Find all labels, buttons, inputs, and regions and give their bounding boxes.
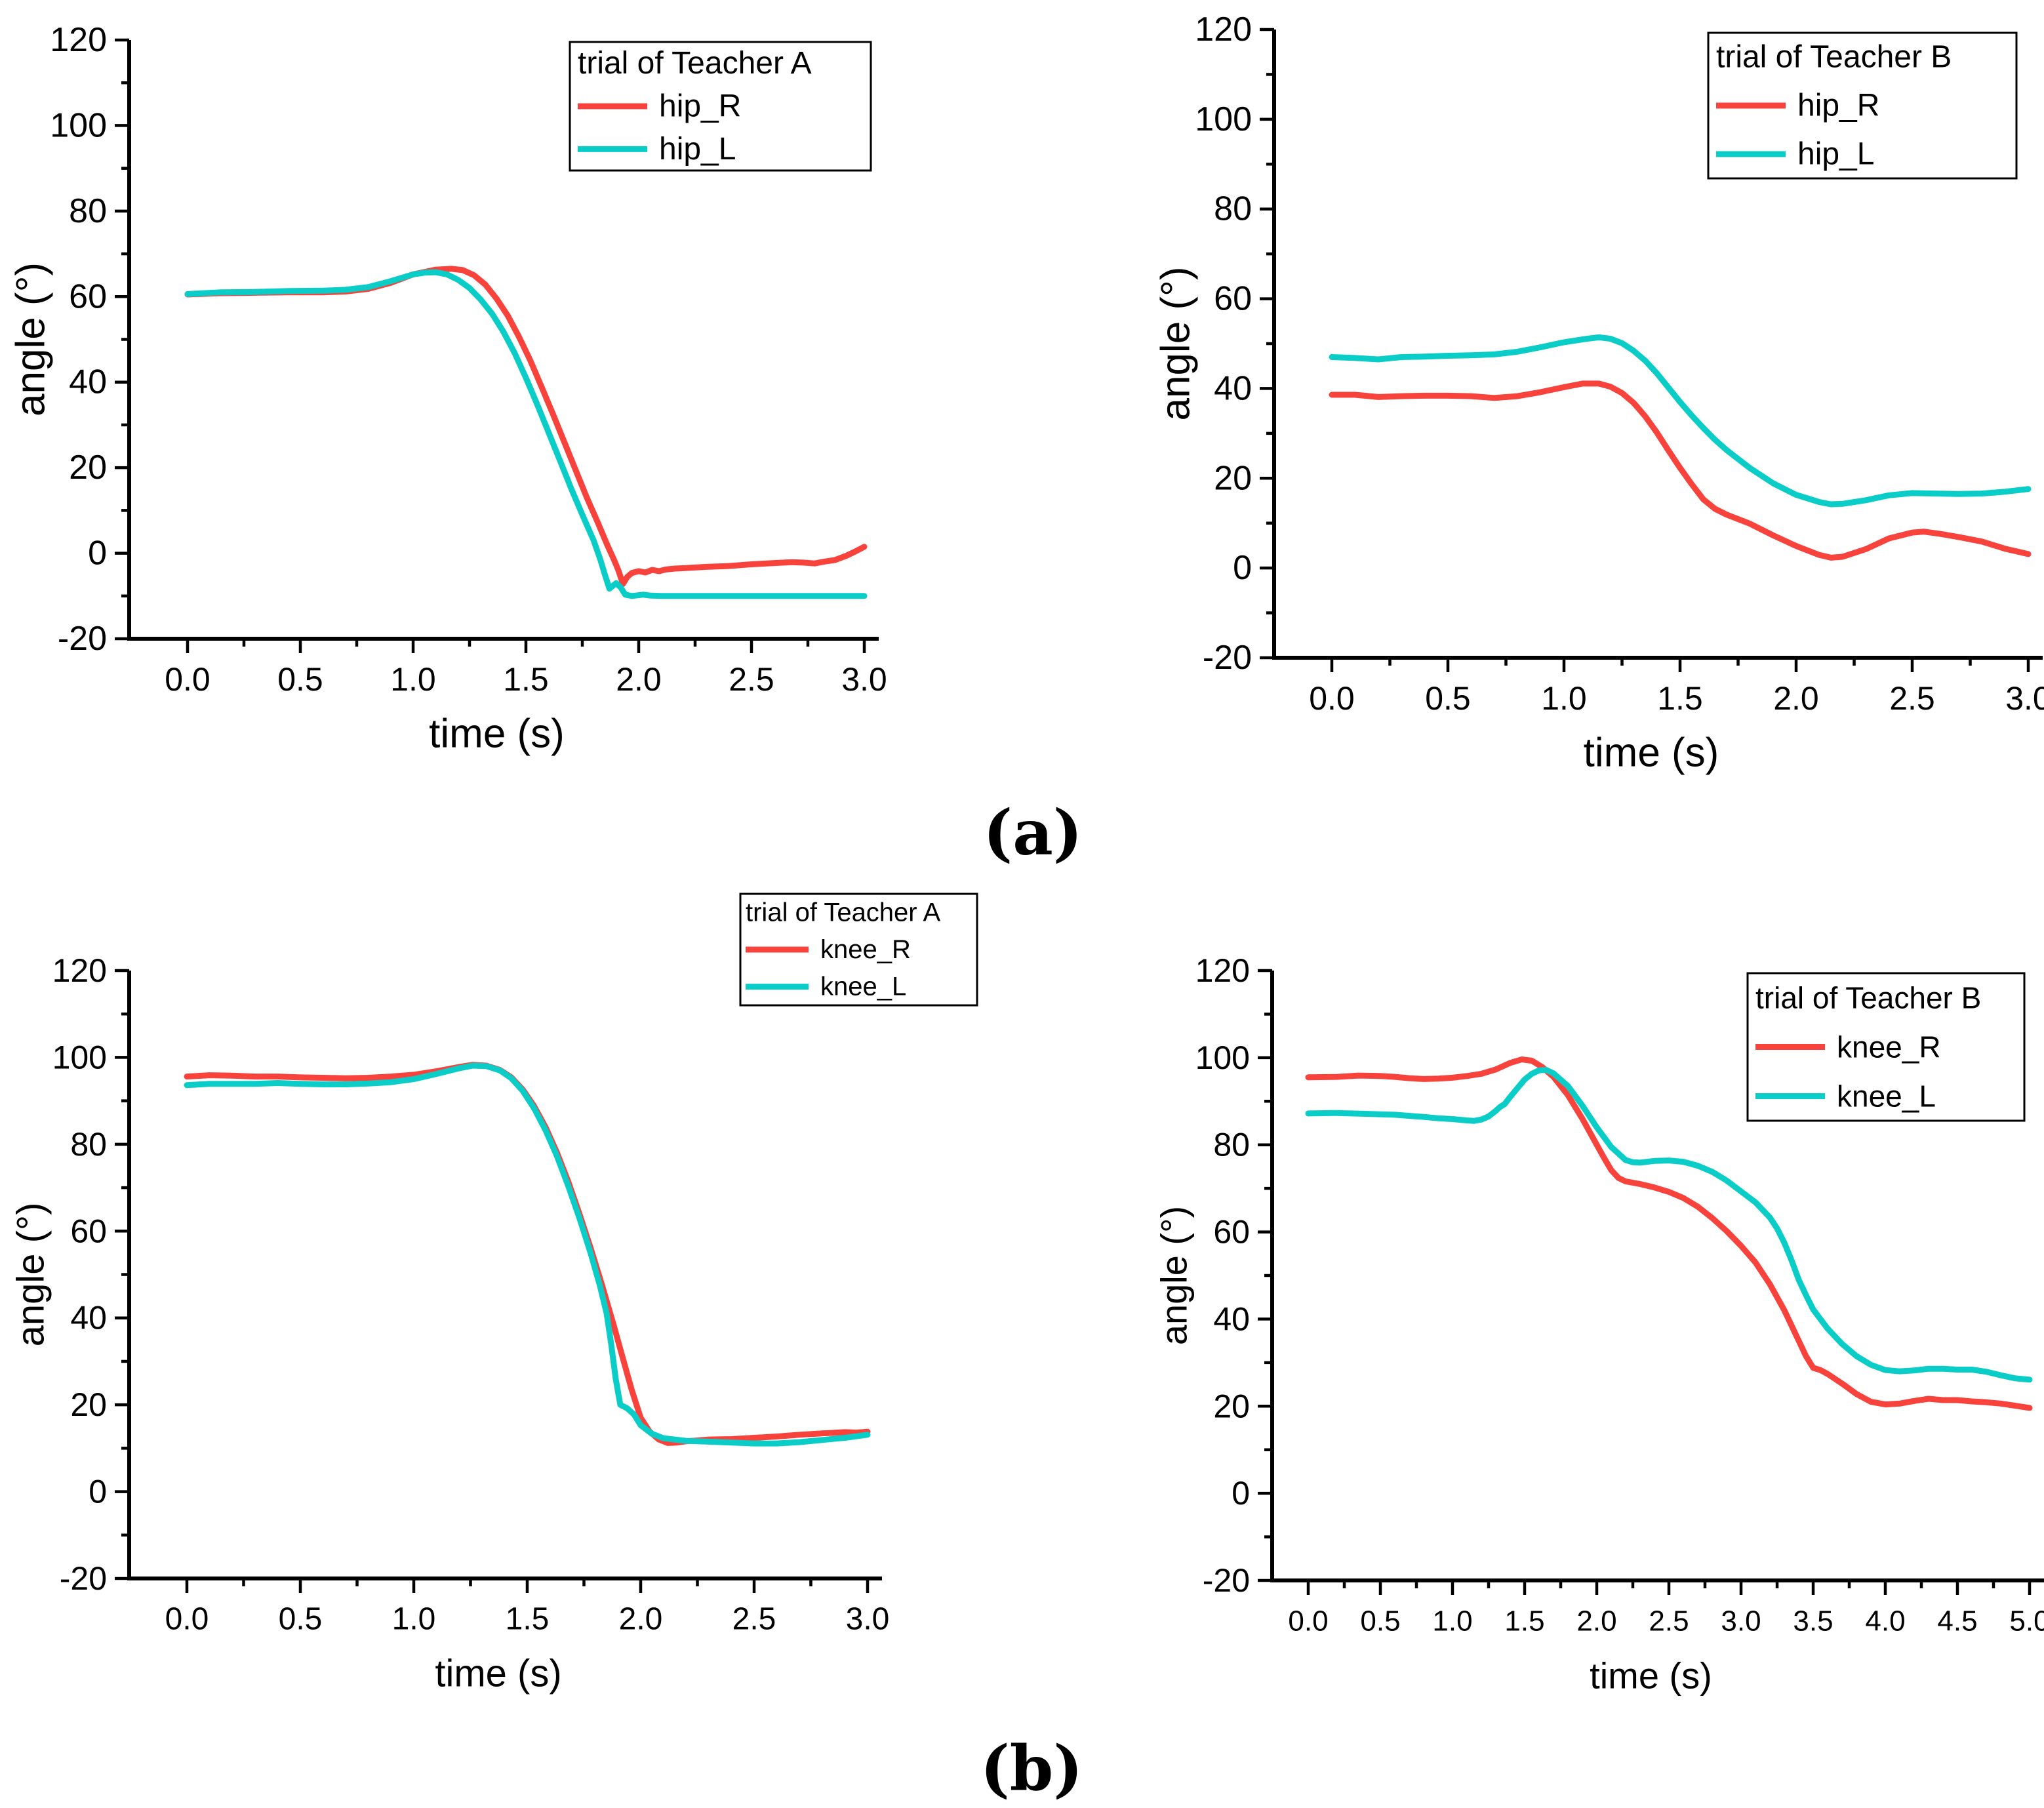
y-tick-label: 60 xyxy=(1213,1214,1250,1251)
x-tick-label: 2.5 xyxy=(1649,1605,1689,1637)
x-tick-label: 0.0 xyxy=(1309,680,1355,717)
x-tick-label: 0.0 xyxy=(165,1602,209,1637)
y-tick-label: 0 xyxy=(88,534,107,573)
y-tick-label: 20 xyxy=(1213,1388,1250,1424)
legend-entry-label: knee_R xyxy=(820,935,911,964)
x-tick-label: 3.0 xyxy=(846,1602,890,1637)
legend-entry-label: hip_R xyxy=(1797,89,1879,123)
x-tick-label: 1.0 xyxy=(392,1602,436,1637)
chart-hip-teacher-b: -20 0 20 40 60 80 100 120 0.0 0.5 1.0 1.5 2.0 2.5 3.0 t… xyxy=(1153,10,2044,776)
legend-title: trial of Teacher A xyxy=(578,46,812,81)
y-axis-title: angle (°) xyxy=(9,262,54,416)
y-tick-label: 0 xyxy=(1232,1475,1250,1512)
chart-knee-teacher-a: -20 0 20 40 60 80 100 120 0.0 0.5 1.0 1.5 2.0 2.5 3.0 t… xyxy=(10,893,978,1695)
x-tick-label: 4.5 xyxy=(1937,1605,1977,1637)
series-line-hip_R xyxy=(1329,380,2032,561)
x-tick-label: 3.0 xyxy=(2005,680,2044,717)
x-tick-label: 0.5 xyxy=(1360,1605,1400,1637)
series-line-hip_R xyxy=(184,266,868,587)
x-tick-label: 1.0 xyxy=(390,661,436,698)
x-tick-label: 2.0 xyxy=(1773,680,1819,717)
x-tick-label: 0.5 xyxy=(1425,680,1471,717)
x-tick-label: 1.0 xyxy=(1432,1605,1472,1637)
series-line-knee_R xyxy=(1305,1056,2033,1411)
x-tick-label: 1.5 xyxy=(503,661,549,698)
y-axis-title: angle (°) xyxy=(10,1203,52,1347)
x-axis-title: time (s) xyxy=(1584,731,1719,776)
chart-knee-teacher-b: -20 0 20 40 60 80 100 120 0.0 0.5 1.0 1.5 2.0 2.5 3.0 3… xyxy=(1153,952,2044,1697)
panel-label-a: (a) xyxy=(983,796,1083,870)
y-axis-title: angle (°) xyxy=(1153,266,1199,420)
x-tick-label: 1.5 xyxy=(506,1602,550,1637)
legend-entry-label: hip_L xyxy=(659,132,736,167)
x-tick-label: 5.0 xyxy=(2009,1605,2044,1637)
y-tick-label: 120 xyxy=(52,952,107,989)
x-tick-label: 2.5 xyxy=(1889,680,1935,717)
series-line-hip_L xyxy=(184,269,868,599)
x-tick-label: 2.5 xyxy=(729,661,774,698)
legend-entry-label: knee_L xyxy=(1837,1079,1936,1114)
y-tick-label: 0 xyxy=(89,1474,107,1510)
x-tick-label: 0.5 xyxy=(277,661,323,698)
x-tick-label: 3.0 xyxy=(841,661,887,698)
y-tick-label: 120 xyxy=(50,21,107,59)
y-tick-label: 120 xyxy=(1195,952,1250,989)
series-line-knee_R xyxy=(184,1062,871,1446)
y-tick-label: 20 xyxy=(69,449,107,487)
legend-title: trial of Teacher B xyxy=(1716,40,1952,75)
series-line-knee_L xyxy=(184,1062,871,1447)
panel-label-b: (b) xyxy=(980,1732,1083,1805)
legend-entry-label: knee_L xyxy=(820,973,906,1001)
y-tick-label: 40 xyxy=(70,1300,107,1336)
series-line-hip_L xyxy=(1329,334,2032,508)
legend-entry-label: hip_R xyxy=(659,89,741,124)
x-tick-label: 2.5 xyxy=(732,1602,776,1637)
chart-hip-teacher-a: -20 0 20 40 60 80 100 120 0.0 0.5 1.0 1.5 2.0 2.5 3.0 t… xyxy=(9,21,887,757)
y-tick-label: 20 xyxy=(70,1386,107,1423)
y-axis-title: angle (°) xyxy=(1153,1206,1195,1345)
x-axis-title: time (s) xyxy=(429,712,565,757)
y-tick-label: -20 xyxy=(1203,639,1252,677)
legend-title: trial of Teacher B xyxy=(1755,981,1981,1015)
series-line-knee_L xyxy=(1305,1067,2033,1383)
y-tick-label: 60 xyxy=(69,277,107,315)
x-tick-label: 1.5 xyxy=(1657,680,1703,717)
x-tick-label: 2.0 xyxy=(616,661,662,698)
y-tick-label: 80 xyxy=(1213,1127,1250,1163)
x-tick-label: 2.0 xyxy=(619,1602,663,1637)
y-tick-label: -20 xyxy=(58,620,107,658)
legend-title: trial of Teacher A xyxy=(746,898,941,927)
y-tick-label: 60 xyxy=(1214,280,1252,318)
x-tick-label: 3.0 xyxy=(1721,1605,1761,1637)
x-tick-label: 1.5 xyxy=(1504,1605,1544,1637)
y-tick-label: 40 xyxy=(69,363,107,401)
y-tick-label: 40 xyxy=(1213,1300,1250,1337)
legend-entry-label: knee_R xyxy=(1837,1030,1941,1064)
y-tick-label: 100 xyxy=(50,106,107,144)
x-tick-label: 4.0 xyxy=(1865,1605,1905,1637)
y-tick-label: -20 xyxy=(60,1560,107,1597)
y-tick-label: 100 xyxy=(1195,100,1252,138)
x-tick-label: 1.0 xyxy=(1541,680,1587,717)
y-tick-label: 20 xyxy=(1214,459,1252,497)
y-tick-label: 120 xyxy=(1195,10,1252,49)
y-tick-label: 100 xyxy=(1195,1039,1250,1076)
x-tick-label: 3.5 xyxy=(1793,1605,1833,1637)
legend-entry-label: hip_L xyxy=(1797,137,1874,172)
y-tick-label: 80 xyxy=(1214,190,1252,228)
x-tick-label: 2.0 xyxy=(1576,1605,1616,1637)
x-tick-label: 0.5 xyxy=(279,1602,323,1637)
x-axis-title: time (s) xyxy=(1590,1655,1712,1697)
y-tick-label: 100 xyxy=(52,1039,107,1075)
x-tick-label: 0.0 xyxy=(165,661,210,698)
y-tick-label: -20 xyxy=(1203,1562,1250,1599)
y-tick-label: 0 xyxy=(1233,549,1252,587)
y-tick-label: 80 xyxy=(70,1126,107,1163)
y-tick-label: 40 xyxy=(1214,369,1252,407)
x-tick-label: 0.0 xyxy=(1288,1605,1328,1637)
y-tick-label: 80 xyxy=(69,192,107,230)
y-tick-label: 60 xyxy=(70,1213,107,1249)
x-axis-title: time (s) xyxy=(435,1653,561,1695)
